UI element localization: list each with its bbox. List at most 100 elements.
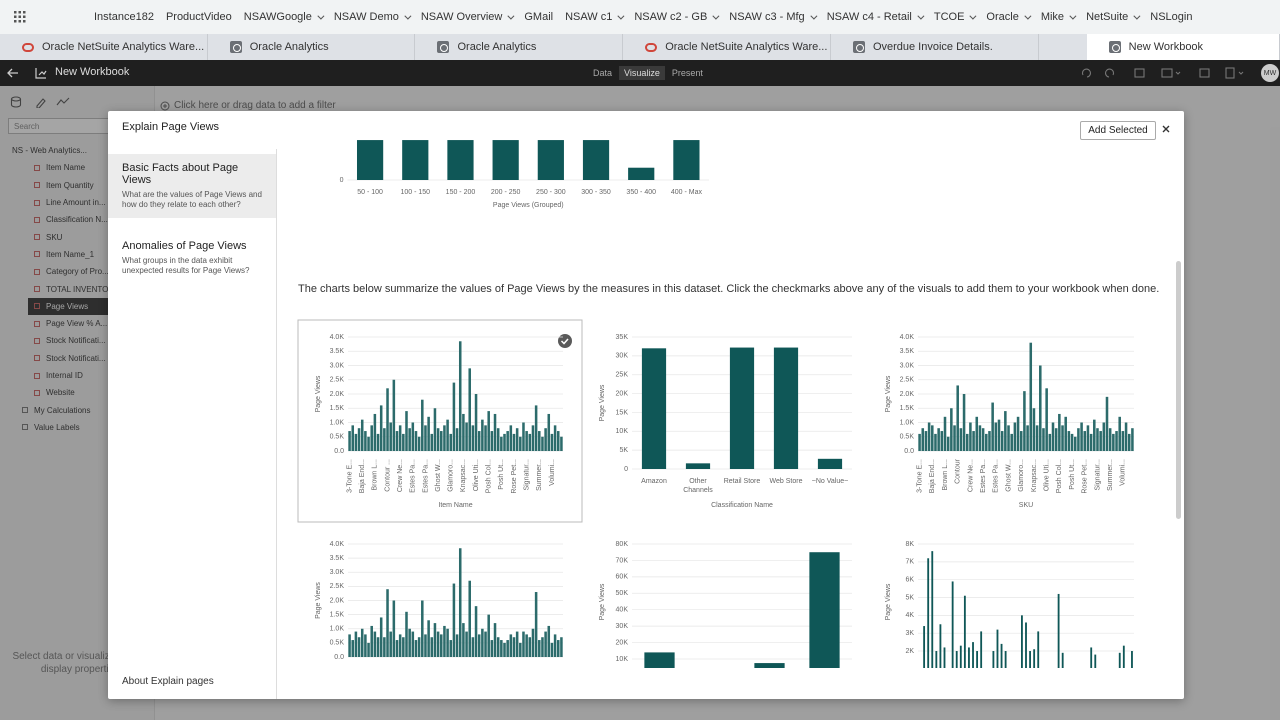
bar [427, 416, 430, 451]
browser-tab[interactable]: Oracle Analytics [415, 34, 624, 60]
field-label: SKU [46, 232, 63, 242]
bookmark[interactable]: ProductVideo [166, 11, 232, 23]
field[interactable]: Internal ID [0, 367, 155, 384]
bar [411, 631, 415, 657]
bar [729, 347, 755, 469]
nav-item[interactable]: Anomalies of Page Views What groups in th… [108, 232, 276, 284]
field[interactable]: Classification N... [0, 211, 155, 228]
bookmark[interactable]: Oracle [986, 11, 1032, 23]
y-tick-label: 1.0K [330, 419, 345, 426]
filter-bar[interactable]: Click here or drag data to add a filter [160, 100, 336, 111]
bar [959, 428, 963, 451]
field[interactable]: Category of Pro... [0, 263, 155, 280]
folder[interactable]: My Calculations [0, 401, 155, 418]
apps-icon[interactable] [14, 11, 26, 23]
field[interactable]: Stock Notificati... [0, 332, 155, 349]
bookmark[interactable]: NSAW Demo [334, 11, 412, 23]
field[interactable]: TOTAL INVENTO... [0, 280, 155, 297]
field-icon [34, 164, 40, 171]
bar [534, 405, 538, 451]
field[interactable]: SKU [0, 228, 155, 245]
bookmark[interactable]: NSAW c2 - GB [634, 11, 720, 23]
bar [417, 436, 421, 451]
bar [364, 431, 367, 451]
data-source[interactable]: NS - Web Analytics... [0, 142, 155, 159]
nav-title: Basic Facts about Page Views [122, 162, 239, 186]
bar [560, 637, 563, 657]
bookmark[interactable]: NSLogin [1150, 11, 1192, 23]
bar [1023, 391, 1026, 451]
browser-tab[interactable]: Oracle NetSuite Analytics Ware... [0, 34, 208, 60]
bar [487, 614, 490, 657]
bar [395, 640, 399, 657]
close-button[interactable] [1161, 124, 1171, 134]
bookmark[interactable]: NSAW c4 - Retail [827, 11, 925, 23]
bookmark[interactable]: GMail [524, 11, 553, 23]
bookmark[interactable]: NSAW c1 [565, 11, 625, 23]
field[interactable]: Stock Notificati... [0, 350, 155, 367]
field-label: Category of Pro... [46, 267, 109, 277]
bookmark[interactable]: NetSuite [1086, 11, 1141, 23]
bar [1073, 436, 1077, 451]
folder[interactable]: Value Labels [0, 419, 155, 436]
x-tick-label: Crew Ne... [967, 459, 974, 492]
field-label: Item Quantity [46, 180, 94, 190]
bar [1118, 416, 1121, 451]
bookmark[interactable]: Instance182 [94, 11, 154, 23]
bar [458, 548, 462, 657]
browser-tab[interactable]: Oracle Analytics [208, 34, 416, 60]
selected-check[interactable] [558, 334, 572, 348]
x-tick-label: Contour ... [384, 459, 391, 492]
y-axis-title: Page Views [599, 583, 606, 620]
bar [972, 642, 974, 668]
bookmark[interactable]: NSAW c3 - Mfg [729, 11, 818, 23]
about-link[interactable]: About Explain pages [122, 676, 214, 687]
browser-tab[interactable]: New Workbook [1086, 34, 1280, 60]
field[interactable]: Item Name [0, 159, 155, 176]
nav-item[interactable]: Basic Facts about Page Views What are the… [108, 154, 276, 218]
tab-title: Oracle Analytics [249, 41, 329, 53]
browser-tab[interactable]: Overdue Invoice Details. [831, 34, 1039, 60]
bar [531, 628, 535, 657]
bar [512, 433, 516, 451]
field[interactable]: Website [0, 384, 155, 401]
mode-tab[interactable]: Visualize [619, 66, 665, 80]
bar [1067, 431, 1071, 451]
user-avatar[interactable]: MW [1261, 64, 1279, 82]
bookmark[interactable]: NSAW Overview [420, 11, 515, 23]
field-icon [34, 303, 40, 310]
bar [379, 405, 383, 451]
bookmark[interactable]: NSAWGoogle [244, 11, 325, 23]
y-tick-label: 5K [619, 447, 628, 454]
mode-tab[interactable]: Data [593, 68, 613, 78]
bar [455, 634, 459, 657]
y-axis-title: Page Views [315, 375, 322, 412]
bar [1042, 428, 1045, 451]
field[interactable]: Page View % A... [0, 315, 155, 332]
field[interactable]: Item Quantity [0, 177, 155, 194]
y-tick-label: 2.5K [900, 377, 915, 384]
browser-tab[interactable]: Oracle NetSuite Analytics Ware... [623, 34, 831, 60]
field[interactable]: Line Amount in... [0, 194, 155, 211]
y-axis-title: Page Views [885, 375, 892, 412]
mode-tab[interactable]: Present [671, 68, 703, 78]
bar [484, 425, 487, 451]
bar [440, 634, 443, 657]
field-label: Stock Notificati... [46, 353, 106, 363]
selected-visual-frame[interactable] [297, 319, 583, 523]
x-tick-label: Glamoro... [1018, 459, 1025, 492]
bar [988, 431, 991, 451]
bookmark[interactable]: TCOE [934, 11, 977, 23]
scrollbar[interactable] [1176, 261, 1181, 519]
bookmark-label: NSAW Overview [420, 11, 503, 23]
bar [528, 433, 532, 451]
bar [481, 628, 484, 657]
bookmark[interactable]: Mike [1041, 11, 1077, 23]
x-tick-label: Other Channels [683, 478, 713, 494]
y-tick-label: 0.0 [334, 654, 344, 661]
bar [531, 425, 535, 451]
tab-icon [229, 41, 242, 53]
field[interactable]: Item Name_1 [0, 246, 155, 263]
add-selected-button[interactable]: Add Selected [1080, 121, 1156, 140]
back-icon[interactable] [6, 67, 20, 79]
